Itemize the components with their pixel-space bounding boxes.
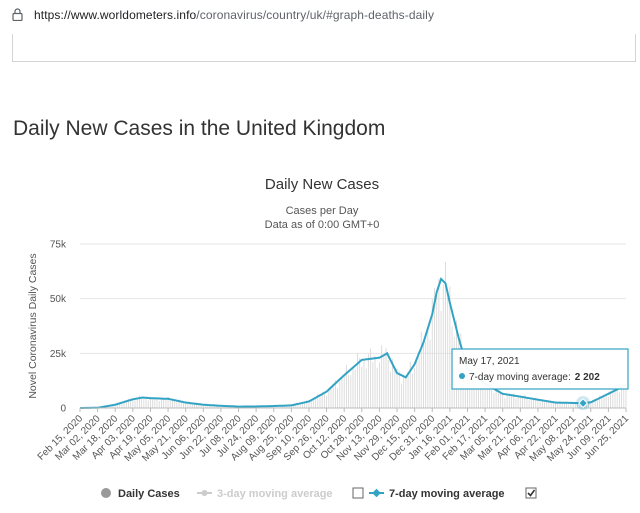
tooltip-dot [459,373,465,379]
address-bar[interactable]: https://www.worldometers.info/coronaviru… [0,0,640,30]
y-tick-label: 0 [60,404,66,415]
tooltip-date: May 17, 2021 [459,356,520,367]
hover-marker [578,398,589,409]
y-tick-label: 75k [50,240,67,251]
legend-label-3-day: 3-day moving average [217,488,333,500]
chart-subtitle: Cases per Day [286,205,359,217]
daily-cases-chart: Daily New Cases Cases per Day Data as of… [27,176,631,500]
tooltip-value: 2 202 [575,372,600,383]
y-tick-label: 25k [50,349,67,360]
url-text[interactable]: https://www.worldometers.info/coronaviru… [34,8,434,22]
legend-daily-cases[interactable]: Daily Cases [101,488,180,500]
check-icon [527,489,536,497]
series-line-7-day [80,277,627,409]
checkbox-3-day[interactable] [352,487,364,499]
url-domain: https://www.worldometers.info [34,8,197,22]
legend-dot-3-day [201,490,208,496]
legend-3-day-checkbox[interactable] [352,487,364,499]
legend-label-daily-cases: Daily Cases [118,488,180,500]
tooltip-box [451,348,629,390]
legend-7-day[interactable]: 7-day moving average [369,488,505,500]
legend-label-7-day: 7-day moving average [389,488,505,500]
legend-dot-daily-cases [101,488,111,498]
content-box [12,34,636,62]
tooltip-line: 7-day moving average: 2 202 [469,372,600,383]
tooltip: May 17, 2021 7-day moving average: 2 202 [451,348,629,390]
chart-subtitle-data-as-of: Data as of 0:00 GMT+0 [265,219,380,231]
y-tick-label: 50k [50,294,67,305]
legend: Daily Cases 3-day moving average 7-day m… [101,487,537,500]
page-heading: Daily New Cases in the United Kingdom [13,117,386,140]
lock-icon [12,8,23,21]
chart-title: Daily New Cases [265,176,379,193]
legend-7-day-checkbox[interactable] [525,487,537,499]
y-axis-label: Novel Coronavirus Daily Cases [27,253,39,398]
legend-3-day[interactable]: 3-day moving average [197,488,333,500]
legend-marker-7-day [372,488,381,498]
tooltip-series-label: 7-day moving average: [469,372,571,383]
url-path: /coronavirus/country/uk/#graph-deaths-da… [196,8,435,22]
checkbox-7-day[interactable] [525,487,537,499]
y-axis-ticks: 0 25k 50k 75k [50,240,67,415]
